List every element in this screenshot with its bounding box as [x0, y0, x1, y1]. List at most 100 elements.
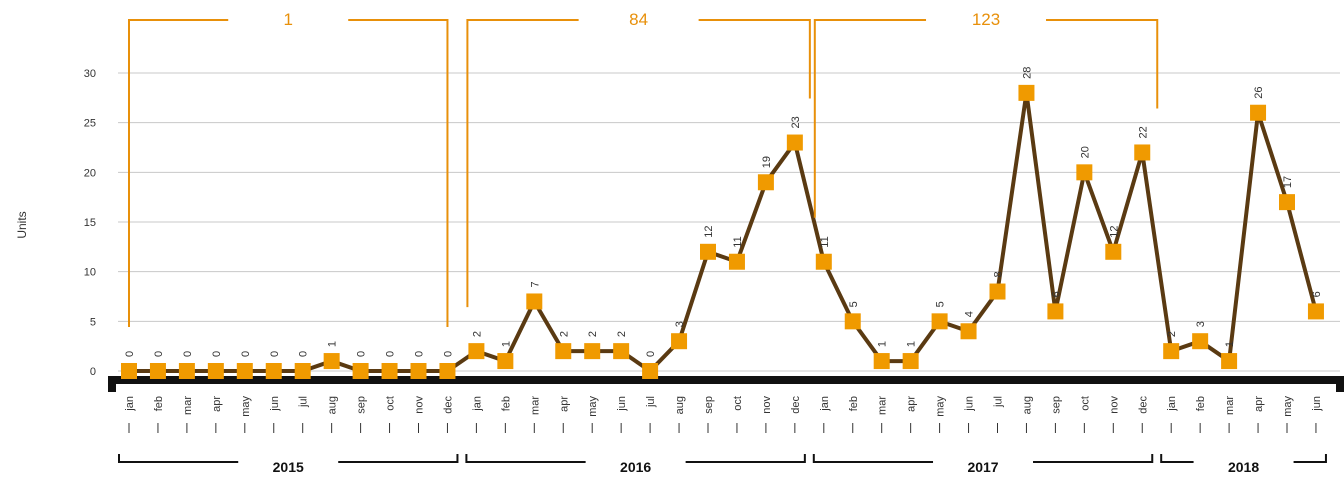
value-label: 0 — [240, 351, 252, 357]
value-label: 1 — [877, 341, 889, 347]
year-label: 2018 — [1228, 459, 1259, 475]
value-label: 8 — [993, 271, 1005, 277]
x-tick-label: apr — [1253, 396, 1265, 412]
value-label: 17 — [1282, 176, 1294, 188]
year-bracket — [465, 454, 806, 463]
x-tick-label: jun — [269, 396, 281, 412]
marker — [584, 343, 601, 360]
x-tick-label: mar — [877, 396, 889, 415]
value-label: 23 — [790, 116, 802, 128]
marker — [1192, 333, 1209, 350]
marker — [1134, 144, 1151, 161]
value-label: 26 — [1253, 86, 1265, 98]
marker — [121, 363, 137, 379]
x-tick-label: nov — [1108, 396, 1120, 414]
marker — [931, 313, 948, 330]
total-label: 1 — [283, 10, 292, 29]
value-label: 2 — [471, 331, 483, 337]
x-tick-label: sep — [1050, 396, 1062, 414]
marker — [700, 243, 716, 260]
marker — [642, 363, 659, 379]
marker — [410, 363, 427, 379]
value-label: 0 — [182, 351, 194, 357]
x-tick-label: feb — [1195, 396, 1207, 411]
x-tick-label: dec — [442, 396, 454, 414]
y-tick-label: 15 — [84, 217, 96, 229]
x-tick-label: nov — [414, 396, 426, 414]
y-tick-label: 20 — [84, 167, 96, 179]
marker — [178, 363, 195, 379]
y-axis-label: Units — [15, 211, 29, 238]
marker — [989, 283, 1006, 300]
value-label: 0 — [298, 351, 310, 357]
marker — [815, 253, 832, 270]
value-label: 6 — [1311, 291, 1323, 297]
value-label: 11 — [732, 236, 744, 247]
value-label: 19 — [761, 156, 773, 168]
value-label: 5 — [935, 301, 947, 307]
value-label: 0 — [414, 351, 426, 357]
value-label: 12 — [1108, 226, 1120, 238]
x-tick-label: aug — [1021, 396, 1033, 414]
x-tick-label: feb — [500, 396, 512, 411]
x-tick-label: mar — [1224, 396, 1236, 415]
x-tick-label: jun — [964, 396, 976, 412]
x-tick-label: apr — [211, 396, 223, 412]
value-label: 1 — [1224, 341, 1236, 347]
x-tick-label: aug — [674, 396, 686, 414]
marker — [844, 313, 861, 330]
x-tick-label: sep — [703, 396, 715, 414]
value-label: 7 — [529, 281, 541, 287]
value-label: 1 — [906, 341, 918, 347]
x-tick-label: may — [587, 396, 599, 417]
marker — [1221, 353, 1238, 370]
x-tick-label: mar — [529, 396, 541, 415]
x-tick-label: feb — [153, 396, 165, 411]
x-tick-label: may — [240, 396, 252, 417]
year-bracket — [1160, 454, 1327, 463]
marker — [497, 353, 514, 370]
value-label: 0 — [211, 351, 223, 357]
x-tick-label: apr — [558, 396, 570, 412]
value-label: 4 — [964, 311, 976, 317]
marker — [1105, 243, 1122, 260]
x-tick-label: may — [935, 396, 947, 417]
marker — [439, 363, 456, 379]
marker — [1279, 194, 1295, 211]
marker — [468, 343, 485, 360]
value-label: 0 — [645, 351, 657, 357]
x-tick-label: jun — [616, 396, 628, 412]
marker — [1047, 303, 1064, 320]
total-bracket — [128, 19, 449, 327]
marker — [613, 343, 630, 360]
marker — [671, 333, 688, 350]
x-tick-label: dec — [790, 396, 802, 414]
x-tick-label: oct — [1079, 396, 1091, 411]
marker — [555, 343, 572, 360]
value-label: 1 — [500, 341, 512, 347]
marker — [352, 363, 369, 379]
value-label: 22 — [1137, 126, 1149, 138]
value-label: 20 — [1079, 146, 1091, 158]
value-label: 0 — [153, 351, 165, 357]
marker — [873, 353, 890, 370]
x-tick-label: feb — [848, 396, 860, 411]
value-label: 0 — [124, 351, 136, 357]
value-label: 0 — [385, 351, 397, 357]
x-tick-label: mar — [182, 396, 194, 415]
value-label: 2 — [1166, 331, 1178, 337]
marker — [294, 363, 311, 379]
value-label: 3 — [1195, 321, 1207, 327]
value-label: 2 — [616, 331, 628, 337]
marker — [1076, 164, 1093, 181]
x-tick-label: aug — [327, 396, 339, 414]
x-tick-label: nov — [761, 396, 773, 414]
year-bracket — [812, 454, 1154, 463]
year-label: 2016 — [620, 459, 651, 475]
value-label: 0 — [269, 351, 281, 357]
value-label: 1 — [327, 341, 339, 347]
marker — [1163, 343, 1180, 360]
marker — [728, 253, 745, 270]
marker — [1018, 84, 1035, 101]
